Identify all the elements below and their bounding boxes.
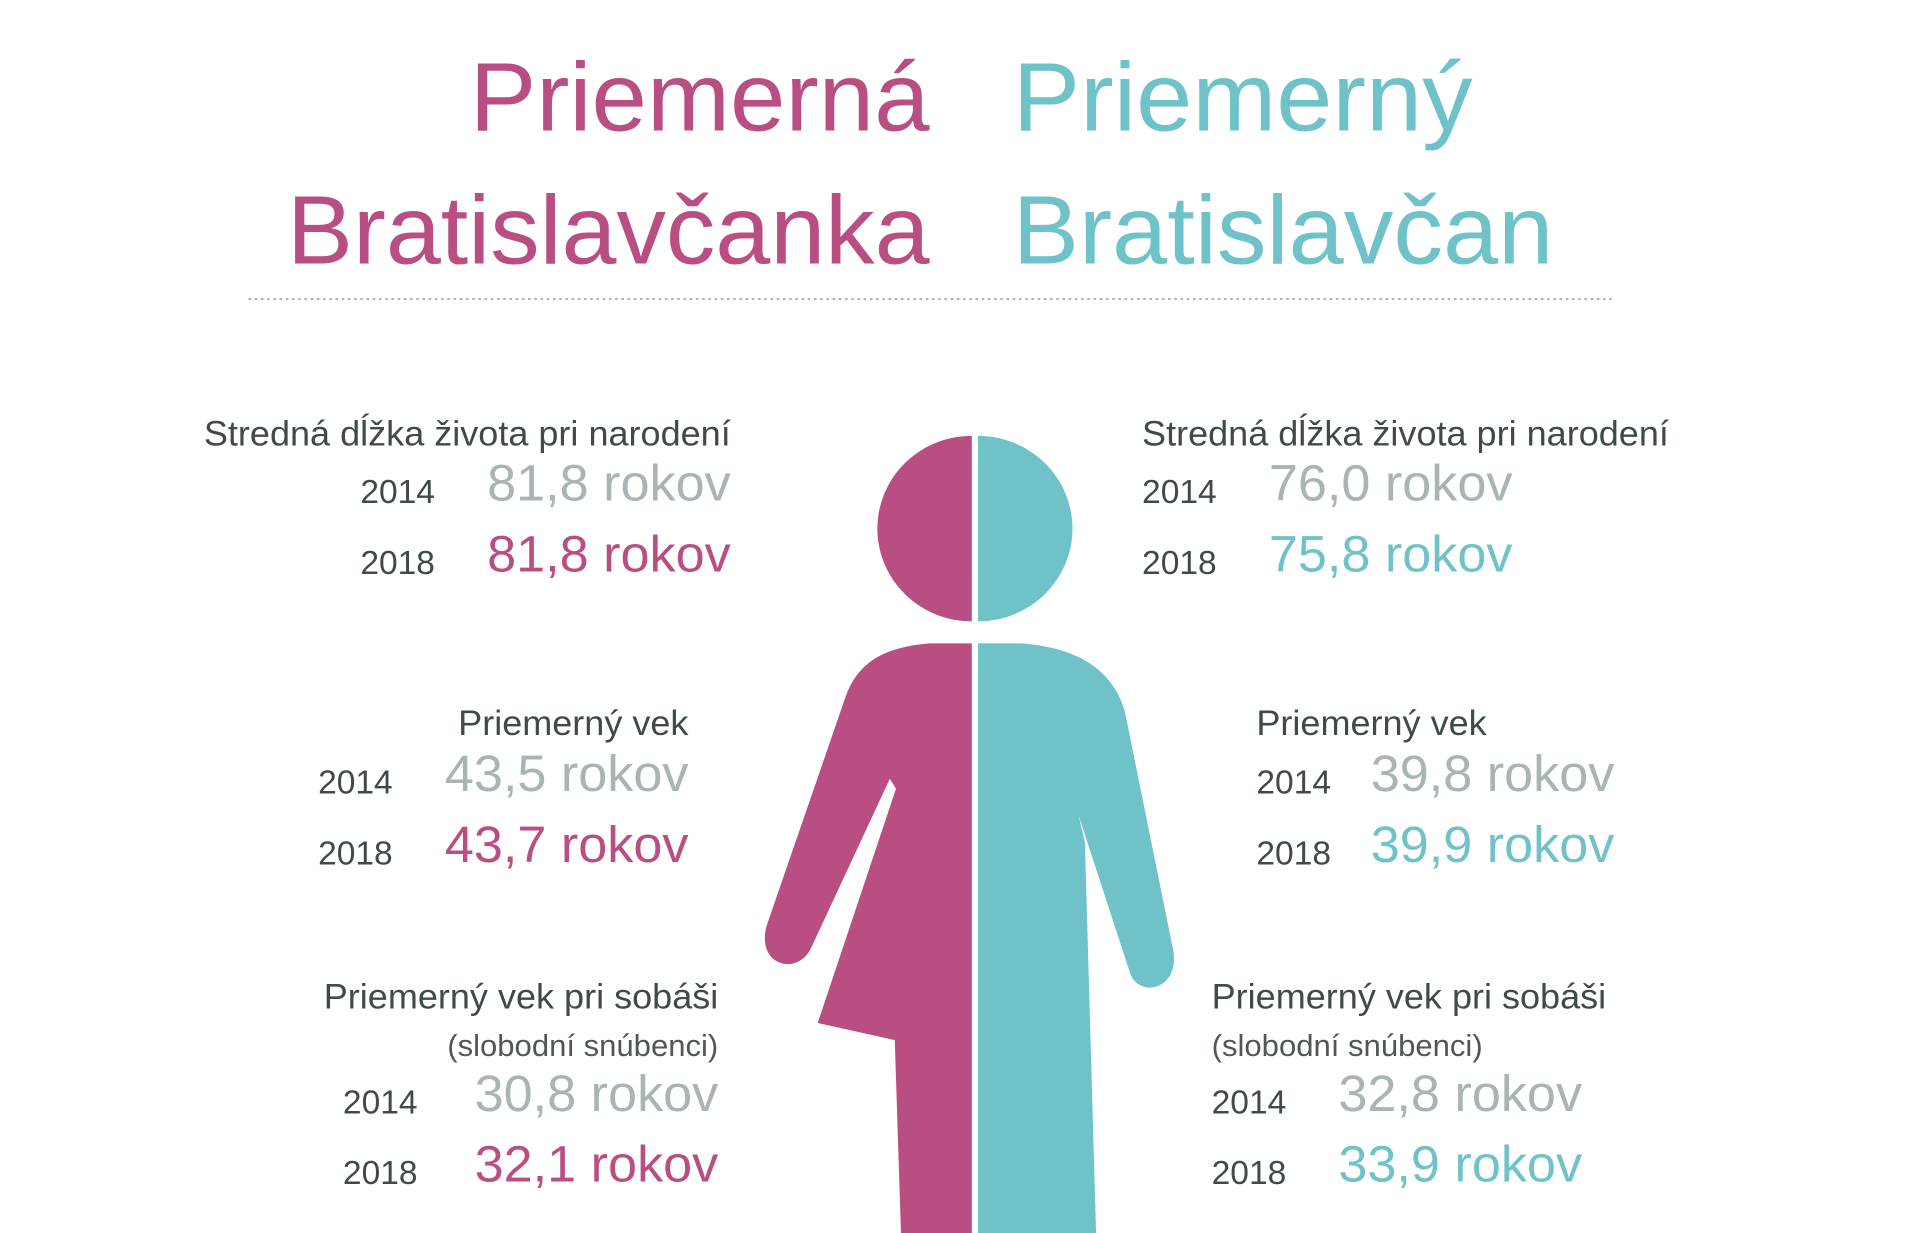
stat-value: 39,8 rokov: [1371, 744, 1615, 801]
stat-value: 81,8 rokov: [487, 525, 731, 582]
year: 2014: [1212, 1085, 1287, 1122]
stat-value: 33,9 rokov: [1338, 1135, 1582, 1192]
title-female: Bratislavčanka: [287, 175, 930, 284]
year: 2014: [360, 474, 435, 511]
stat-label: Stredná dĺžka života pri narodení: [1142, 414, 1669, 454]
head-male: [978, 435, 1073, 622]
title-female: Priemerná: [470, 42, 930, 151]
year: 2014: [1256, 765, 1331, 802]
stat-value: 75,8 rokov: [1269, 525, 1513, 582]
stat-label: Priemerný vek pri sobáši: [324, 977, 719, 1017]
stat-value: 32,8 rokov: [1338, 1064, 1582, 1121]
stat-value: 39,9 rokov: [1371, 815, 1615, 872]
head-female: [877, 435, 972, 622]
body-male: [978, 643, 1174, 1233]
stat-value: 76,0 rokov: [1269, 454, 1513, 511]
stat-note: (slobodní snúbenci): [1212, 1028, 1483, 1063]
year: 2014: [318, 765, 393, 802]
stat-value: 43,7 rokov: [445, 815, 689, 872]
stat-label: Stredná dĺžka života pri narodení: [204, 414, 731, 454]
year: 2018: [1142, 545, 1217, 582]
body-female: [764, 643, 972, 1233]
title-male: Priemerný: [1013, 42, 1474, 151]
title-male: Bratislavčan: [1013, 175, 1554, 284]
year: 2018: [360, 545, 435, 582]
year: 2014: [343, 1085, 418, 1122]
stat-label: Priemerný vek pri sobáši: [1212, 977, 1607, 1017]
year: 2014: [1142, 474, 1217, 511]
stat-label: Priemerný vek: [1256, 703, 1486, 743]
stat-value: 81,8 rokov: [487, 454, 731, 511]
stat-value: 43,5 rokov: [445, 744, 689, 801]
year: 2018: [343, 1155, 418, 1192]
year: 2018: [318, 836, 393, 873]
stat-note: (slobodní snúbenci): [447, 1028, 718, 1063]
stat-label: Priemerný vek: [458, 703, 688, 743]
year: 2018: [1256, 836, 1331, 873]
stat-value: 32,1 rokov: [475, 1135, 719, 1192]
stat-value: 30,8 rokov: [475, 1064, 719, 1121]
figure: [764, 435, 1174, 1233]
year: 2018: [1212, 1155, 1287, 1192]
